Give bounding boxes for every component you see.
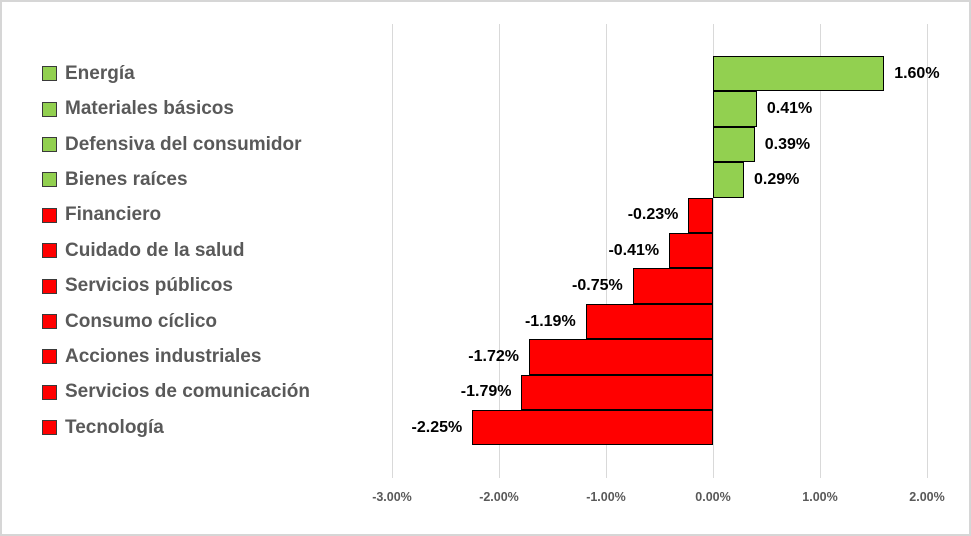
category-label: Energía xyxy=(65,62,135,84)
value-label: -0.75% xyxy=(572,277,623,295)
bar xyxy=(632,268,713,304)
negative-marker-icon xyxy=(42,349,57,365)
category-label: Materiales básicos xyxy=(65,98,234,120)
bar xyxy=(669,233,713,269)
bar xyxy=(585,303,713,340)
value-label: -0.41% xyxy=(608,241,660,259)
value-label: -1.72% xyxy=(468,347,519,365)
category-label: Cuidado de la salud xyxy=(65,239,245,261)
positive-marker-icon xyxy=(42,137,57,152)
bar xyxy=(472,410,713,446)
category-label: Defensiva del consumidor xyxy=(65,133,302,155)
value-label: 1.60% xyxy=(894,64,940,82)
category-label: Consumo cíclico xyxy=(65,310,218,332)
bar xyxy=(713,126,755,163)
value-label: 0.39% xyxy=(764,135,811,153)
x-axis-tick-label: -1.00% xyxy=(586,490,626,504)
category-label: Servicios de comunicación xyxy=(65,381,310,403)
value-label: -2.25% xyxy=(411,418,463,436)
x-axis-tick-label: -2.00% xyxy=(479,490,519,504)
x-axis-tick-label: 1.00% xyxy=(802,490,838,504)
gridline--1.00% xyxy=(606,24,607,478)
gridline--2.00% xyxy=(499,24,500,478)
value-label: -1.19% xyxy=(524,312,576,330)
positive-marker-icon xyxy=(42,66,57,82)
bar xyxy=(713,56,885,92)
bar xyxy=(713,91,757,127)
category-label: Servicios públicos xyxy=(65,275,233,297)
category-label: Acciones industriales xyxy=(65,345,262,367)
negative-marker-icon xyxy=(42,278,57,294)
category-label: Tecnología xyxy=(65,416,164,438)
bar xyxy=(528,339,713,375)
value-label: -0.23% xyxy=(627,206,679,224)
bar xyxy=(688,197,713,233)
positive-marker-icon xyxy=(42,172,57,188)
negative-marker-icon xyxy=(42,420,57,436)
negative-marker-icon xyxy=(42,384,57,400)
category-label: Financiero xyxy=(65,204,162,226)
value-label: 0.41% xyxy=(766,100,813,118)
category-label: Bienes raíces xyxy=(65,168,188,190)
x-axis-tick-label: 0.00% xyxy=(695,490,731,504)
gridline-2.00% xyxy=(927,24,928,478)
gridline--3.00% xyxy=(392,24,393,478)
negative-marker-icon xyxy=(42,207,57,223)
x-axis-tick-label: 2.00% xyxy=(909,490,945,504)
gridline-0.00% xyxy=(713,24,714,478)
value-label: -1.79% xyxy=(460,383,512,401)
x-axis-tick-label: -3.00% xyxy=(372,490,412,504)
gridline-1.00% xyxy=(820,24,821,478)
positive-marker-icon xyxy=(42,101,57,117)
negative-marker-icon xyxy=(42,243,57,259)
bar xyxy=(713,162,745,198)
bar xyxy=(521,374,713,410)
value-label: 0.29% xyxy=(754,170,800,188)
negative-marker-icon xyxy=(42,314,57,329)
